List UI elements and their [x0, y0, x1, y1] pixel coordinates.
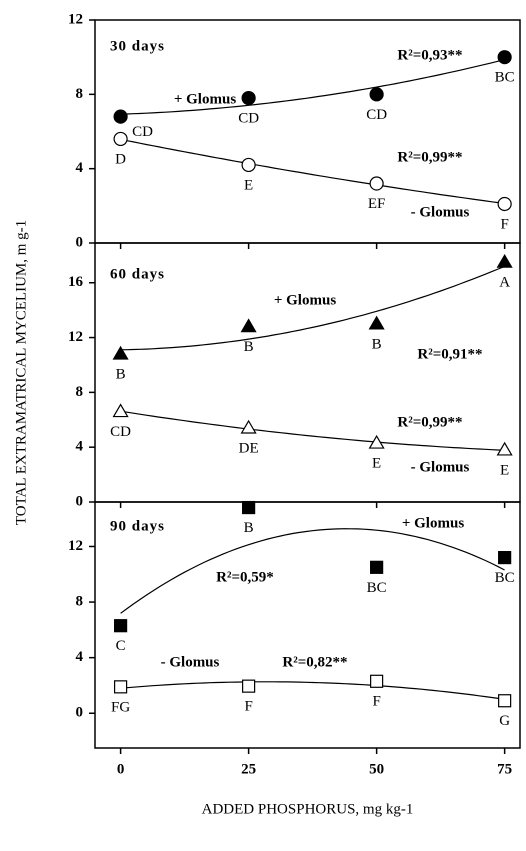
point-letter: BC	[495, 570, 515, 586]
point-letter: CD	[110, 424, 131, 440]
series-name: - Glomus	[411, 204, 470, 220]
fit-curve	[120, 138, 505, 205]
marker	[496, 441, 513, 456]
point-letter: F	[244, 699, 252, 715]
y-axis-label: TOTAL EXTRAMATRICAL MYCELIUM, m g-1	[13, 220, 29, 525]
fit-curve	[120, 265, 505, 351]
point-letter: B	[244, 339, 254, 355]
r2-label: R²=0,82**	[282, 654, 347, 670]
marker	[241, 90, 256, 106]
point-letter: F	[500, 216, 508, 232]
point-letter: D	[115, 151, 126, 167]
point-letter: F	[372, 694, 380, 710]
point-letter: G	[499, 713, 510, 729]
marker	[112, 403, 129, 418]
marker	[370, 560, 384, 574]
marker	[242, 679, 256, 693]
fit-curve	[120, 528, 505, 614]
x-tick-label: 50	[369, 761, 384, 777]
y-tick-label: 8	[76, 384, 84, 400]
point-letter: CD	[238, 110, 259, 126]
marker	[496, 253, 513, 268]
marker	[240, 419, 257, 434]
y-tick-label: 12	[68, 538, 83, 554]
y-tick-label: 0	[76, 705, 84, 721]
x-tick-label: 25	[241, 761, 256, 777]
point-letter: BC	[495, 70, 515, 86]
series-name: - Glomus	[161, 654, 220, 670]
fit-curve	[120, 59, 505, 115]
r2-label: R²=0,93**	[397, 47, 462, 63]
point-letter: BC	[367, 580, 387, 596]
marker	[368, 434, 385, 449]
r2-label: R²=0,99**	[397, 414, 462, 430]
point-letter: A	[499, 275, 510, 291]
marker	[370, 674, 384, 688]
r2-label: R²=0,99**	[397, 149, 462, 165]
marker	[114, 680, 128, 694]
point-letter: B	[244, 520, 254, 536]
series-name: + Glomus	[402, 515, 464, 531]
y-tick-label: 0	[76, 493, 84, 509]
point-letter: E	[500, 462, 509, 478]
point-letter: E	[372, 456, 381, 472]
y-tick-label: 12	[68, 329, 83, 345]
marker	[369, 87, 384, 102]
point-letter: CD	[366, 107, 387, 123]
series-name: + Glomus	[174, 91, 236, 107]
marker	[369, 176, 384, 191]
series-name: - Glomus	[411, 459, 470, 475]
point-letter: B	[372, 336, 382, 352]
panel-title: 60 days	[110, 266, 165, 282]
point-letter: EF	[368, 196, 386, 212]
plot-frame	[94, 501, 521, 749]
marker	[113, 109, 128, 124]
marker	[113, 131, 128, 147]
y-tick-label: 4	[76, 160, 84, 176]
marker	[241, 157, 256, 173]
marker	[114, 619, 128, 633]
point-letter: E	[244, 177, 253, 193]
panel-title: 30 days	[110, 38, 165, 54]
marker	[497, 50, 512, 65]
fit-curve	[120, 410, 505, 451]
y-tick-label: 12	[68, 11, 83, 27]
y-tick-label: 4	[76, 649, 84, 665]
marker	[498, 694, 512, 708]
marker	[497, 196, 512, 212]
marker	[240, 318, 257, 333]
panel-title: 90 days	[110, 518, 165, 534]
point-letter: CD	[132, 124, 153, 140]
y-tick-label: 8	[76, 594, 84, 610]
y-tick-label: 8	[76, 86, 84, 102]
x-tick-label: 75	[497, 761, 512, 777]
point-letter: DE	[239, 440, 259, 456]
marker	[112, 345, 129, 360]
y-tick-label: 16	[68, 274, 84, 290]
y-tick-label: 0	[76, 234, 84, 250]
series-name: + Glomus	[274, 292, 336, 308]
point-letter: FG	[111, 699, 130, 715]
r2-label: R²=0,59*	[216, 569, 274, 585]
fit-curve	[120, 681, 505, 700]
y-tick-label: 4	[76, 439, 84, 455]
point-letter: B	[116, 366, 126, 382]
marker	[368, 315, 385, 330]
point-letter: C	[116, 638, 126, 654]
marker	[498, 550, 512, 565]
x-axis-label: ADDED PHOSPHORUS, mg kg-1	[202, 801, 414, 817]
marker	[242, 500, 256, 515]
r2-label: R²=0,91**	[417, 346, 482, 362]
x-tick-label: 0	[117, 761, 125, 777]
